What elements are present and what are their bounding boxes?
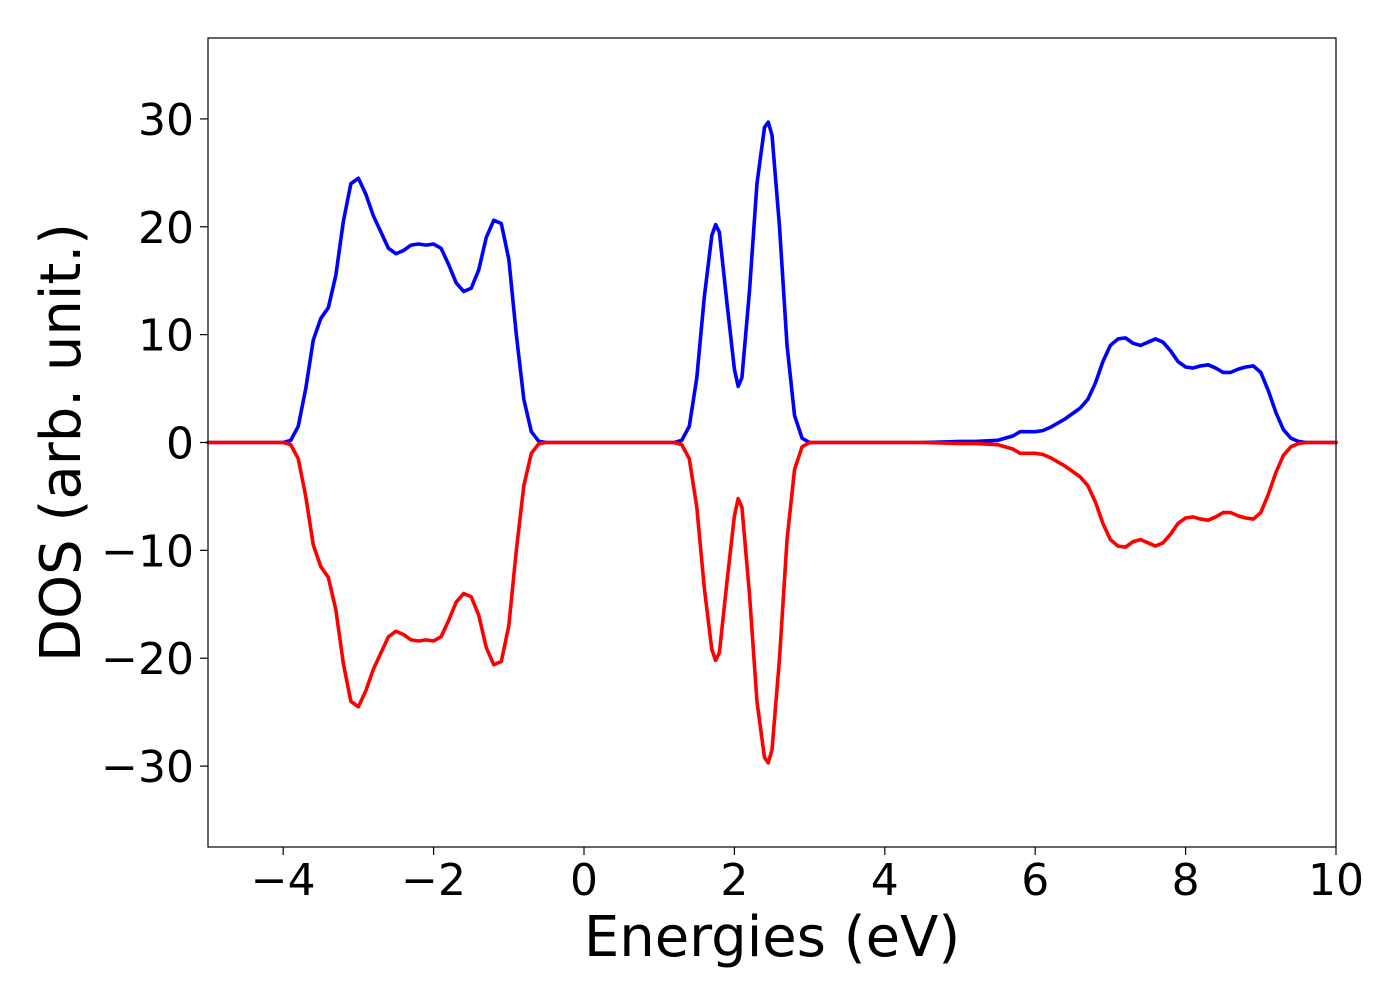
x-tick-label: 4 (871, 855, 899, 906)
x-tick-label: 10 (1308, 855, 1364, 906)
y-axis-label: DOS (arb. unit.) (29, 223, 94, 662)
x-axis-label: Energies (eV) (584, 905, 960, 970)
y-tick-label: 30 (138, 95, 194, 146)
y-tick-label: 20 (138, 203, 194, 254)
y-tick-label: −20 (101, 634, 194, 685)
y-tick-label: −10 (101, 526, 194, 577)
y-tick-label: 0 (166, 419, 194, 470)
series-line-1 (206, 120, 1338, 445)
y-tick-label: 10 (138, 311, 194, 362)
y-axis-ticks: −30 −20 −10 0 10 20 30 (101, 95, 208, 793)
x-tick-label: 2 (720, 855, 748, 906)
x-tick-label: 8 (1172, 855, 1200, 906)
series-line-2 (206, 440, 1338, 765)
x-tick-label: 6 (1021, 855, 1049, 906)
x-axis-ticks: −4 −2 0 2 4 6 8 10 (251, 847, 1364, 906)
x-tick-label: −2 (401, 855, 466, 906)
x-tick-label: −4 (251, 855, 316, 906)
series-layer (206, 120, 1338, 765)
x-tick-label: 0 (570, 855, 598, 906)
y-tick-label: −30 (101, 742, 194, 793)
